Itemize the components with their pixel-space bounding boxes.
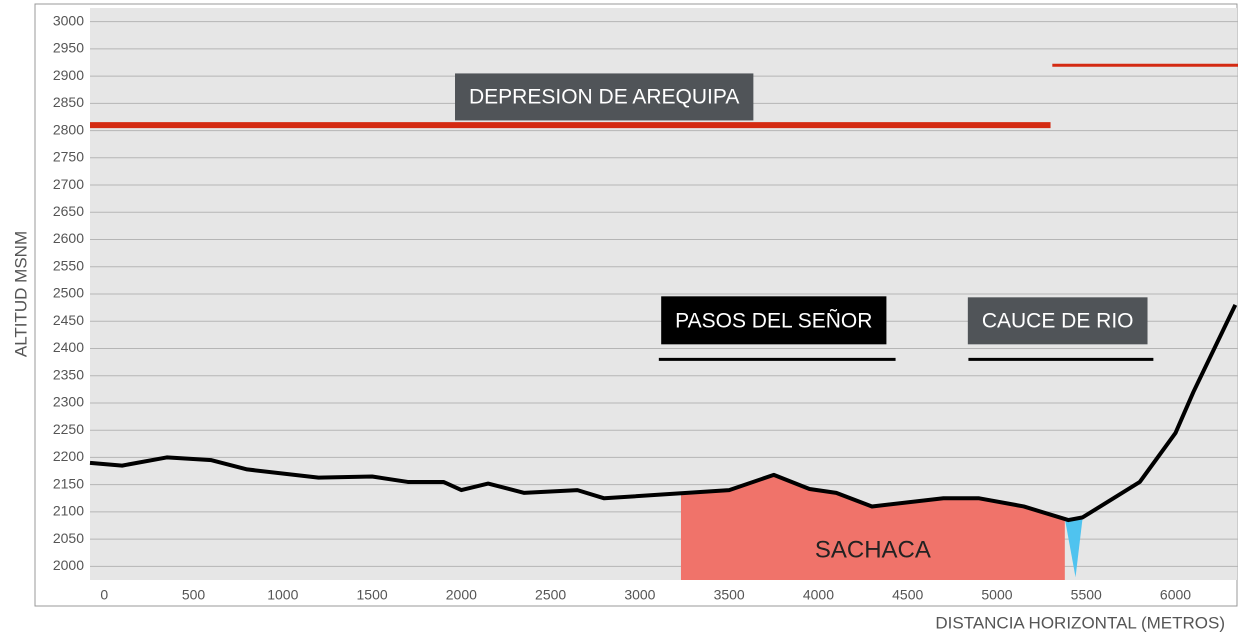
x-tick-label: 4500: [892, 587, 923, 603]
y-tick-label: 2550: [53, 257, 84, 273]
x-tick-label: 500: [182, 587, 206, 603]
y-tick-label: 2650: [53, 203, 84, 219]
y-axis-label: ALTITUD MSNM: [11, 231, 30, 357]
area: [680, 474, 1065, 580]
x-tick-label: 3000: [624, 587, 655, 603]
annotation-box: [661, 296, 887, 345]
y-tick-label: 2600: [53, 230, 84, 246]
y-tick-label: 2900: [53, 67, 84, 83]
y-tick-label: 2100: [53, 503, 84, 519]
x-tick-label: 2500: [535, 587, 566, 603]
annotation-box: [455, 73, 754, 121]
area: [1064, 517, 1083, 578]
y-tick-label: 2700: [53, 176, 84, 192]
area-label: SACHACA: [815, 536, 931, 563]
x-tick-label: 1000: [267, 587, 298, 603]
x-tick-label: 6000: [1160, 587, 1191, 603]
y-tick-label: 2000: [53, 557, 84, 573]
x-tick-label: 2000: [446, 587, 477, 603]
x-tick-label: 4000: [803, 587, 834, 603]
y-tick-label: 2250: [53, 421, 84, 437]
annotation-label: CAUCE DE RIO: [982, 309, 1134, 332]
y-tick-label: 2050: [53, 530, 84, 546]
annotation-box: [967, 297, 1148, 345]
y-tick-label: 2500: [53, 285, 84, 301]
annotation-label: PASOS DEL SEÑOR: [675, 308, 872, 332]
y-tick-label: 2300: [53, 394, 84, 410]
y-tick-label: 3000: [53, 12, 84, 28]
x-tick-label: 0: [100, 587, 108, 603]
y-tick-label: 2850: [53, 94, 84, 110]
x-tick-label: 1500: [357, 587, 388, 603]
x-axis-label: DISTANCIA HORIZONTAL (METROS): [935, 613, 1225, 632]
y-tick-label: 2800: [53, 121, 84, 137]
y-tick-label: 2350: [53, 366, 84, 382]
x-tick-label: 5500: [1071, 587, 1102, 603]
y-tick-label: 2200: [53, 448, 84, 464]
y-tick-label: 2750: [53, 149, 84, 165]
y-tick-label: 2150: [53, 475, 84, 491]
y-tick-label: 2450: [53, 312, 84, 328]
annotation-label: DEPRESION DE AREQUIPA: [469, 85, 739, 108]
x-tick-label: 3500: [714, 587, 745, 603]
y-tick-label: 2400: [53, 339, 84, 355]
profile-line: [89, 304, 1238, 523]
y-tick-label: 2950: [53, 40, 84, 56]
x-tick-label: 5000: [981, 587, 1012, 603]
